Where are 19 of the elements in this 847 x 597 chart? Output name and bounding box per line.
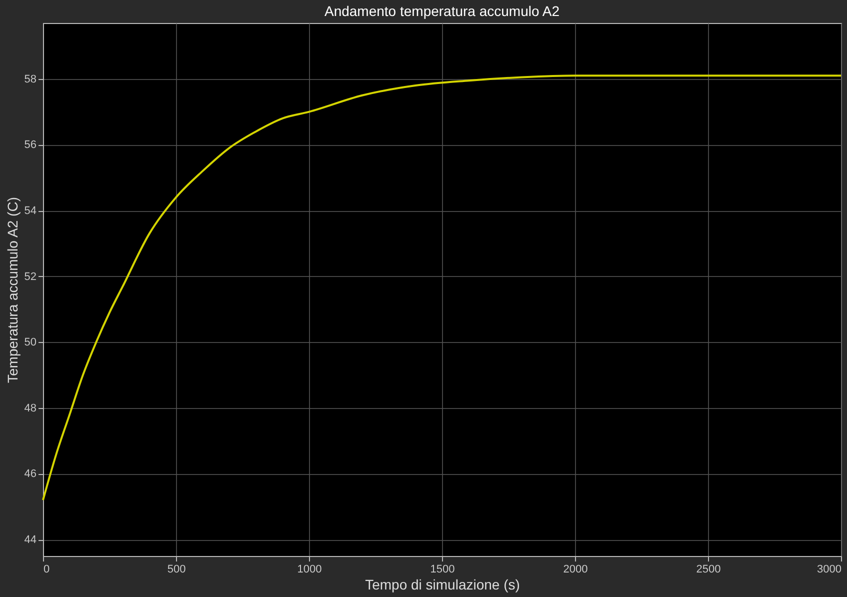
x-tick-label: 2500 <box>696 564 721 576</box>
y-tick-label: 58 <box>24 73 36 86</box>
y-tick-label: 50 <box>24 336 36 349</box>
y-tick-label: 52 <box>24 270 36 283</box>
y-tick-label: 48 <box>24 402 36 414</box>
line-series <box>42 74 842 502</box>
x-tick-label: 1500 <box>430 564 455 576</box>
x-tick-label: 500 <box>167 564 186 576</box>
y-tick-label: 46 <box>24 468 36 480</box>
y-tick-label: 54 <box>24 205 36 218</box>
x-tick-label: 0 <box>44 564 50 576</box>
x-tick-label: 3000 <box>817 564 842 576</box>
x-tick-label: 2000 <box>563 564 588 576</box>
y-axis-title: Temperatura accumulo A2 (C) <box>4 197 20 383</box>
x-tick-label: 1000 <box>297 564 322 576</box>
x-axis-title: Tempo di simulazione (s) <box>365 576 520 592</box>
y-tick-label: 44 <box>24 534 36 546</box>
y-tick-label: 56 <box>24 139 36 152</box>
chart-title: Andamento temperatura accumulo A2 <box>324 3 560 19</box>
